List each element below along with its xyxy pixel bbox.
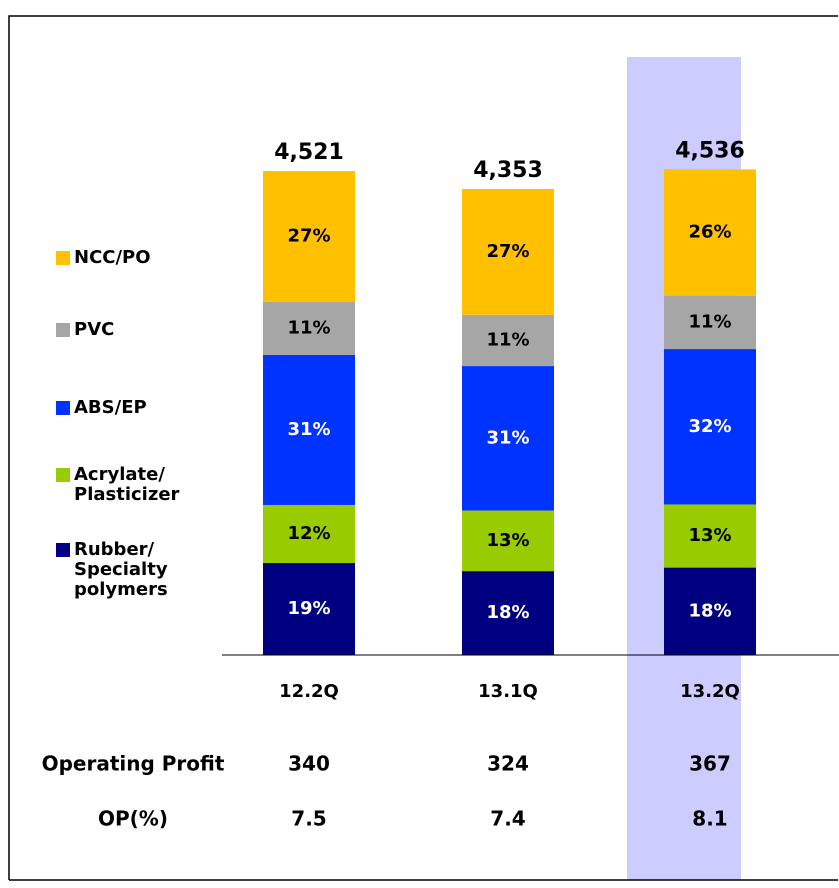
x-tick-label: 13.1Q <box>478 681 538 702</box>
segment-label: 27% <box>486 241 529 262</box>
segment-label: 11% <box>688 311 731 332</box>
segment-label: 18% <box>688 600 731 621</box>
total-label: 4,353 <box>473 158 543 183</box>
segment-label: 18% <box>486 602 529 623</box>
bar-segment <box>263 171 355 302</box>
total-label: 4,521 <box>274 140 344 165</box>
legend-swatch <box>56 323 70 337</box>
bar-segment <box>462 366 554 511</box>
legend-item: Acrylate/ Plasticizer <box>56 464 180 505</box>
legend-label: ABS/EP <box>74 397 147 418</box>
bar-segment <box>263 504 355 564</box>
legend-swatch <box>56 401 70 415</box>
segment-label: 27% <box>287 225 330 246</box>
row-value: 340 <box>288 752 330 776</box>
row-value: 324 <box>487 752 529 776</box>
segment-label: 11% <box>486 329 529 350</box>
bar-segment <box>462 314 554 367</box>
bar-segment <box>664 295 756 350</box>
segment-label: 31% <box>486 427 529 448</box>
bar-segment <box>263 301 355 355</box>
frame <box>8 15 838 881</box>
x-tick-label: 12.2Q <box>279 681 339 702</box>
row-value: 8.1 <box>692 807 727 831</box>
legend-item: Rubber/ Specialty polymers <box>56 540 176 600</box>
segment-label: 32% <box>688 416 731 437</box>
total-label: 4,536 <box>675 138 745 163</box>
row-label: Operating Profit <box>42 752 225 776</box>
bar-segment <box>462 571 554 655</box>
legend-item: PVC <box>56 320 176 340</box>
row-label: OP(%) <box>98 807 168 831</box>
bar-segment <box>462 188 554 315</box>
row-value: 367 <box>689 752 731 776</box>
segment-label: 11% <box>287 317 330 338</box>
bar-segment <box>462 510 554 572</box>
legend-label: PVC <box>74 319 115 340</box>
bar-segment <box>263 563 355 655</box>
segment-label: 12% <box>287 523 330 544</box>
bar-segment <box>664 504 756 568</box>
row-value: 7.4 <box>490 807 525 831</box>
segment-label: 13% <box>688 525 731 546</box>
bar-segment <box>664 169 756 296</box>
legend-swatch <box>56 468 70 482</box>
segment-label: 26% <box>688 222 731 243</box>
legend-item: NCC/PO <box>56 248 176 268</box>
legend-label: Acrylate/ Plasticizer <box>74 464 180 505</box>
segment-label: 13% <box>486 530 529 551</box>
segment-label: 31% <box>287 419 330 440</box>
x-tick-label: 13.2Q <box>680 681 740 702</box>
bar-segment <box>263 354 355 505</box>
row-value: 7.5 <box>291 807 326 831</box>
legend-swatch <box>56 543 70 557</box>
legend-label: Rubber/ Specialty polymers <box>74 539 168 600</box>
bar-segment <box>664 567 756 655</box>
legend-swatch <box>56 251 70 265</box>
segment-label: 19% <box>287 598 330 619</box>
legend-label: NCC/PO <box>74 247 151 268</box>
legend-item: ABS/EP <box>56 398 176 418</box>
bar-segment <box>664 349 756 505</box>
